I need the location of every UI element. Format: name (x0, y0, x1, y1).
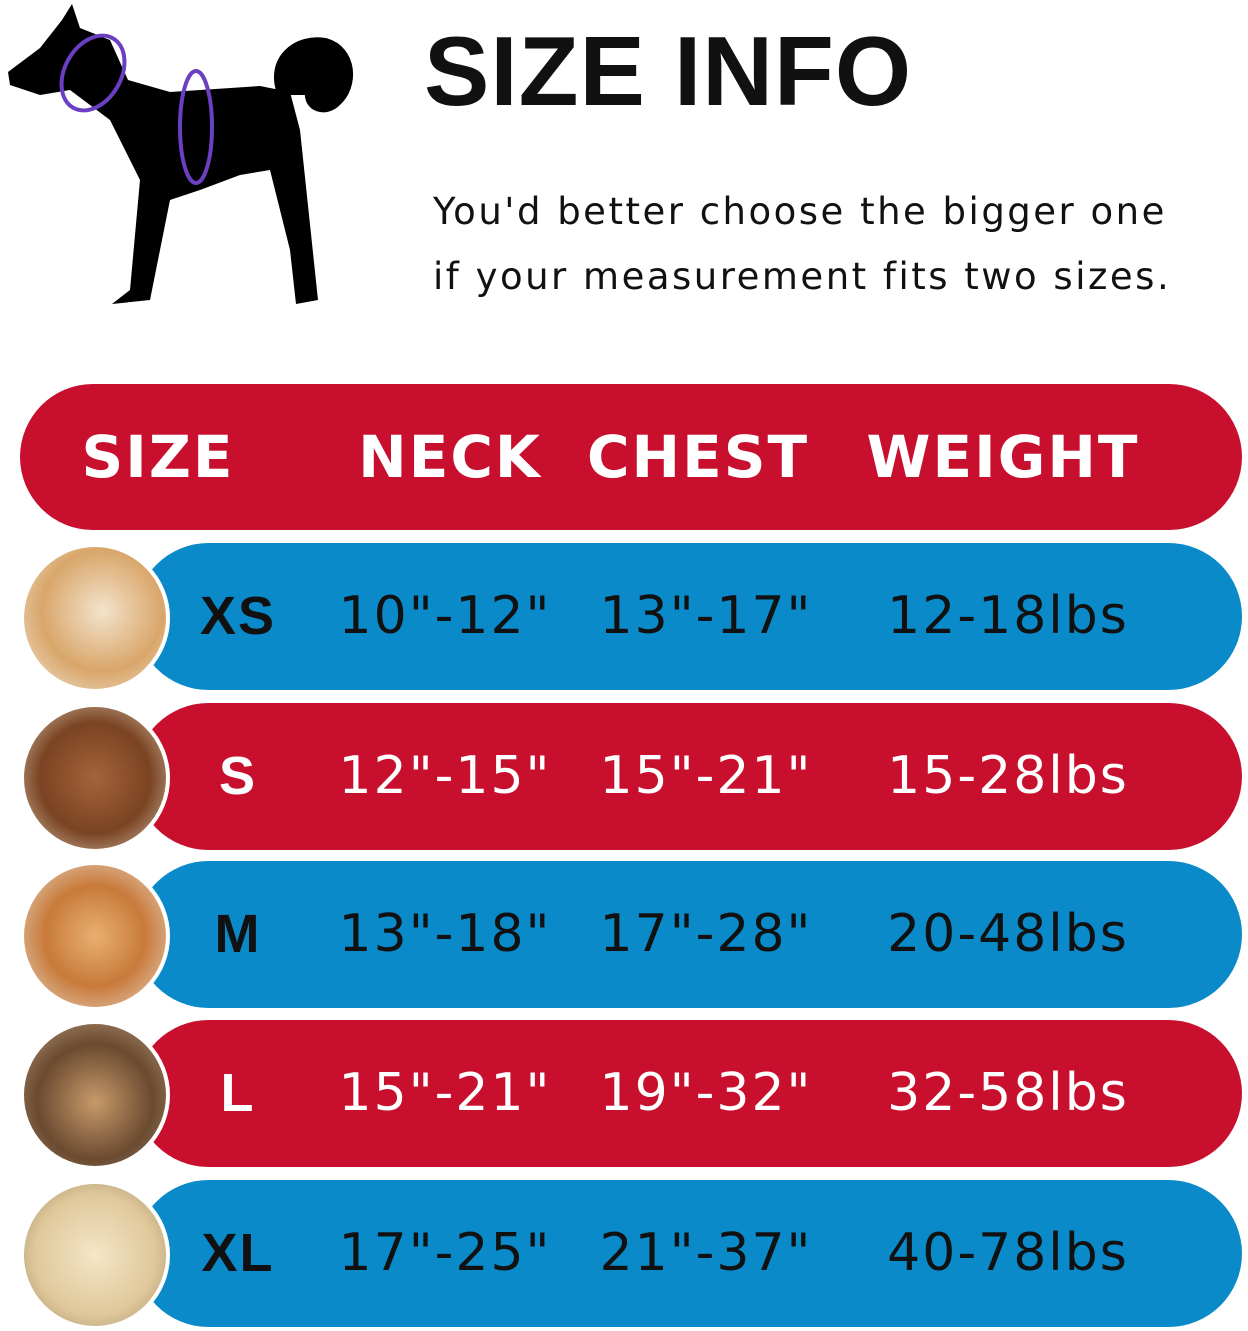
row-background (135, 543, 1242, 690)
size-cell: S (218, 746, 258, 806)
row-background (135, 1020, 1242, 1167)
table-row: XL 17"-25" 21"-37" 40-78lbs (20, 1180, 1242, 1330)
size-cell: XL (201, 1223, 275, 1283)
chest-cell: 17"-28" (599, 904, 813, 964)
table-header: SIZE NECK CHEST WEIGHT (20, 384, 1242, 530)
header-size: SIZE (81, 423, 235, 491)
row-background (135, 1180, 1242, 1327)
chest-cell: 15"-21" (599, 746, 813, 806)
chest-cell: 19"-32" (599, 1063, 813, 1123)
pomeranian-photo (20, 543, 170, 693)
weight-cell: 15-28lbs (887, 746, 1129, 806)
table-row: XS 10"-12" 13"-17" 12-18lbs (20, 543, 1242, 693)
neck-cell: 15"-21" (338, 1063, 552, 1123)
weight-cell: 12-18lbs (887, 586, 1129, 646)
row-background (135, 703, 1242, 850)
dog-silhouette-measurement-icon (8, 4, 354, 304)
poodle-photo (20, 703, 170, 853)
size-cell: L (220, 1063, 256, 1123)
neck-cell: 12"-15" (338, 746, 552, 806)
neck-cell: 17"-25" (338, 1223, 552, 1283)
size-cell: M (214, 904, 262, 964)
labrador-photo (20, 1180, 170, 1330)
weight-cell: 32-58lbs (887, 1063, 1129, 1123)
neck-cell: 10"-12" (338, 586, 552, 646)
neck-cell: 13"-18" (338, 904, 552, 964)
subtitle-line-2: if your measurement fits two sizes. (433, 255, 1172, 298)
table-row: S 12"-15" 15"-21" 15-28lbs (20, 703, 1242, 853)
subtitle-line-1: You'd better choose the bigger one (433, 190, 1167, 233)
weight-cell: 20-48lbs (887, 904, 1129, 964)
table-row: L 15"-21" 19"-32" 32-58lbs (20, 1020, 1242, 1170)
row-background (135, 861, 1242, 1008)
header-chest: CHEST (586, 423, 810, 491)
shiba-photo (20, 861, 170, 1011)
header-weight: WEIGHT (866, 423, 1140, 491)
weight-cell: 40-78lbs (887, 1223, 1129, 1283)
table-row: M 13"-18" 17"-28" 20-48lbs (20, 861, 1242, 1011)
header-neck: NECK (358, 423, 542, 491)
french-bulldog-photo (20, 1020, 170, 1170)
page-title: SIZE INFO (424, 16, 913, 126)
chest-cell: 21"-37" (599, 1223, 813, 1283)
size-cell: XS (199, 586, 277, 646)
chest-cell: 13"-17" (599, 586, 813, 646)
